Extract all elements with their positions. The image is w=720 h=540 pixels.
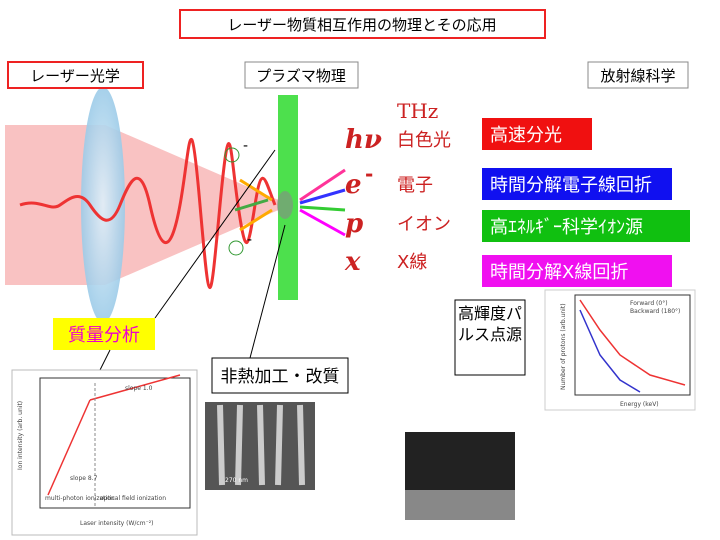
inset-text: Energy (keV) (620, 401, 659, 408)
sem-ridges (217, 404, 305, 486)
inset-text: 270 nm (225, 477, 248, 484)
application-box (482, 255, 672, 287)
laser-pulse (19, 137, 277, 289)
emission-label: X線 (397, 252, 427, 273)
application-label: 高ｴﾈﾙｷﾞｰ科学ｲｵﾝ源 (490, 217, 643, 238)
application-label: 時間分解X線回折 (490, 262, 628, 283)
application-label: 時間分解電子線回折 (490, 175, 652, 196)
inset-text: Forward (0°) (630, 300, 668, 307)
inset-text: slope 1.0 (125, 385, 153, 392)
plasma-spot (277, 191, 293, 219)
ion-charge: - (247, 232, 252, 248)
source-label: 高輝度パルス点源 (458, 304, 523, 344)
proton-backward (579, 309, 641, 393)
emission-arrows (234, 168, 346, 237)
inset-text: Backward (180°) (630, 308, 680, 315)
field-box (244, 61, 359, 89)
proton-forward (579, 299, 686, 386)
emission-label: THz (397, 99, 438, 123)
inset-text: Laser intensity (W/cm⁻²) (80, 520, 153, 527)
application-box (482, 210, 690, 242)
field-box (587, 61, 689, 89)
lens (81, 87, 125, 323)
inset-text: Number of protons (arb.unit) (560, 303, 567, 390)
mass-spec-label: 質量分析 (68, 325, 140, 346)
application-box (482, 118, 592, 150)
sem-surface (405, 490, 515, 520)
title-box (179, 9, 546, 39)
emission-symbol: p (345, 209, 363, 239)
emission-label: 電子 (397, 175, 433, 196)
ion-plot-frame (39, 377, 191, 509)
field-label: プラズマ物理 (256, 67, 346, 85)
processing-box (211, 357, 349, 394)
emission-label: イオン (397, 214, 451, 235)
molecule-icon (224, 147, 240, 163)
title: レーザー物質相互作用の物理とその応用 (227, 16, 496, 34)
proton-plot-frame (574, 294, 691, 396)
inset-text: optical field ionization (100, 495, 166, 502)
application-label: 高速分光 (490, 125, 562, 146)
field-label: 放射線科学 (600, 67, 675, 85)
emission-charge: - (365, 162, 373, 186)
ion-fit (89, 374, 181, 401)
source-box (454, 299, 526, 376)
application-box (482, 168, 672, 200)
ion-charge: - (243, 138, 248, 154)
emission-label: 白色光 (397, 130, 451, 151)
ion-fit (47, 399, 91, 496)
inset-text: slope 8.7 (70, 475, 98, 482)
molecule-icon (228, 240, 244, 256)
field-box (7, 61, 144, 89)
field-label: レーザー光学 (30, 67, 120, 85)
mass-spec-box (53, 318, 155, 350)
processing-label: 非熱加工・改質 (221, 367, 340, 387)
emission-symbol: e (345, 170, 362, 200)
connector (249, 224, 286, 359)
emission-symbol: x (344, 247, 361, 277)
emission-symbol: hν (345, 125, 382, 155)
connector (154, 149, 276, 319)
inset-text: Ion intensity (arb. unit) (17, 401, 24, 470)
source-wrap: 高輝度パルス点源 (458, 304, 523, 344)
proton-inset (544, 289, 696, 411)
laser-beam (5, 125, 290, 285)
inset-text: multi-photon ionization (45, 495, 115, 502)
